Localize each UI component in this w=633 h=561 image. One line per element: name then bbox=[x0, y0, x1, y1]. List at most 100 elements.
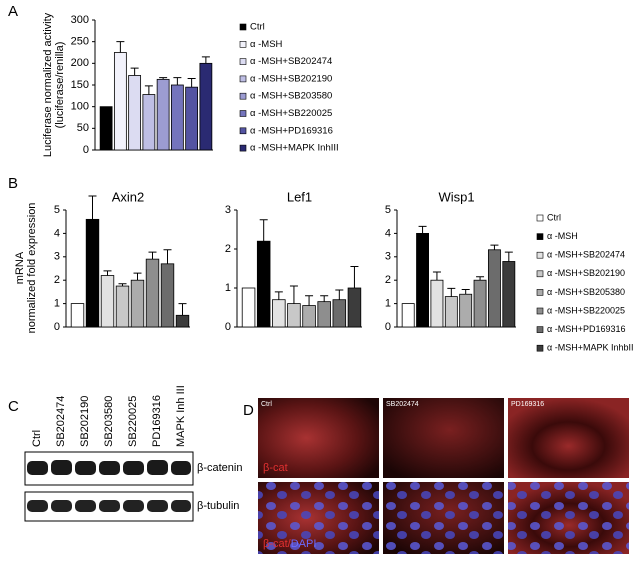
legend-label: α -MSH+SB220025 bbox=[250, 108, 332, 119]
panel-label: D bbox=[243, 402, 254, 419]
y-tick-label: 1 bbox=[385, 298, 391, 310]
error-bar bbox=[289, 285, 298, 304]
lane-label: SB203580 bbox=[103, 396, 115, 447]
error-bar bbox=[88, 195, 97, 220]
band bbox=[99, 500, 120, 512]
stain-label: β-cat/ bbox=[263, 538, 292, 550]
y-tick-label: 250 bbox=[71, 36, 89, 48]
bar bbox=[142, 94, 156, 151]
band-row bbox=[27, 500, 191, 512]
legend-marker bbox=[239, 127, 247, 135]
bar bbox=[332, 299, 347, 328]
error-bar bbox=[432, 271, 441, 281]
y-tick-label: 4 bbox=[54, 227, 60, 239]
y-tick-label: 2 bbox=[225, 243, 231, 255]
error-bar bbox=[201, 56, 210, 64]
lane-label: SB220025 bbox=[127, 396, 139, 447]
legend-marker bbox=[536, 344, 544, 352]
bar bbox=[401, 303, 415, 328]
y-tick-label: 50 bbox=[77, 122, 89, 134]
y-tick-label: 1 bbox=[54, 298, 60, 310]
legend-marker bbox=[239, 23, 247, 31]
band bbox=[171, 461, 191, 475]
error-bar bbox=[144, 85, 153, 95]
bar bbox=[459, 293, 473, 328]
y-tick-label: 0 bbox=[83, 144, 89, 156]
band bbox=[99, 461, 120, 475]
legend-marker bbox=[239, 75, 247, 83]
band bbox=[51, 460, 72, 475]
chart-title: Wisp1 bbox=[438, 189, 474, 204]
error-bar bbox=[187, 78, 196, 88]
error-bar bbox=[418, 225, 427, 234]
stain-label: DAPI bbox=[291, 538, 317, 550]
bar bbox=[416, 232, 429, 328]
error-bar bbox=[350, 266, 359, 288]
legend-marker bbox=[239, 92, 247, 100]
panel-label: C bbox=[8, 398, 19, 415]
bar bbox=[287, 303, 301, 328]
band bbox=[51, 500, 72, 512]
bar bbox=[113, 52, 127, 151]
legend-label: α -MSH bbox=[547, 231, 578, 241]
legend-label: α -MSH+SB205380 bbox=[547, 287, 625, 297]
legend-label: Ctrl bbox=[547, 212, 561, 222]
error-bar bbox=[504, 251, 513, 262]
legend-label: α -MSH bbox=[250, 39, 283, 50]
band-row bbox=[27, 460, 191, 475]
y-axis-label: (luciferase/renilla) bbox=[54, 42, 66, 129]
legend-marker bbox=[536, 307, 544, 315]
error-bar bbox=[173, 77, 182, 85]
legend-label: α -MSH+PD169316 bbox=[250, 125, 333, 136]
bar bbox=[199, 62, 213, 151]
stain-label: β-cat/DAPI bbox=[263, 538, 316, 550]
bar bbox=[128, 75, 142, 151]
bar bbox=[256, 240, 271, 328]
band bbox=[147, 460, 168, 475]
y-tick-label: 100 bbox=[71, 101, 89, 113]
lane-label: Ctrl bbox=[31, 430, 43, 447]
legend-marker bbox=[536, 270, 544, 278]
bar bbox=[70, 303, 85, 328]
bar bbox=[99, 106, 113, 151]
error-bar bbox=[178, 303, 187, 316]
error-bar bbox=[130, 67, 139, 76]
bar bbox=[100, 275, 115, 328]
band-label: β-tubulin bbox=[197, 500, 239, 512]
bar bbox=[487, 249, 501, 328]
y-tick-label: 3 bbox=[225, 204, 231, 216]
band bbox=[123, 461, 144, 475]
micrographs: Ctrl SB202474 PD169316 β-cat β-cat/DAPI bbox=[258, 398, 629, 554]
legend-marker bbox=[239, 144, 247, 152]
band-label: β-catenin bbox=[197, 462, 242, 474]
y-tick-label: 0 bbox=[54, 321, 60, 333]
y-tick-label: 5 bbox=[385, 204, 391, 216]
nuclei bbox=[258, 482, 379, 554]
bar bbox=[430, 279, 444, 328]
image-label: Ctrl bbox=[261, 401, 272, 408]
y-tick-label: 300 bbox=[71, 14, 89, 26]
band bbox=[147, 500, 168, 512]
image bbox=[383, 398, 504, 478]
band bbox=[75, 500, 96, 512]
bar bbox=[185, 86, 199, 151]
error-bar bbox=[103, 270, 112, 276]
legend-marker bbox=[536, 289, 544, 296]
band bbox=[27, 461, 48, 475]
lane-label: MAPK Inh III bbox=[175, 385, 187, 447]
y-tick-label: 3 bbox=[385, 251, 391, 263]
legend-marker bbox=[536, 251, 544, 259]
legend-marker bbox=[239, 40, 247, 48]
bar bbox=[473, 279, 487, 328]
legend-label: α -MSH+MAPK InhIII bbox=[250, 143, 339, 154]
image-label: PD169316 bbox=[511, 401, 544, 408]
lane-label: PD169316 bbox=[151, 395, 163, 447]
bar bbox=[241, 287, 256, 328]
error-bar bbox=[476, 276, 485, 281]
y-axis-label: mRNA bbox=[14, 251, 26, 284]
legend-label: α -MSH+PD169316 bbox=[547, 324, 626, 334]
error-bar bbox=[116, 41, 125, 53]
bar bbox=[502, 261, 516, 328]
legend-marker bbox=[536, 233, 544, 240]
nuclei bbox=[383, 482, 504, 554]
